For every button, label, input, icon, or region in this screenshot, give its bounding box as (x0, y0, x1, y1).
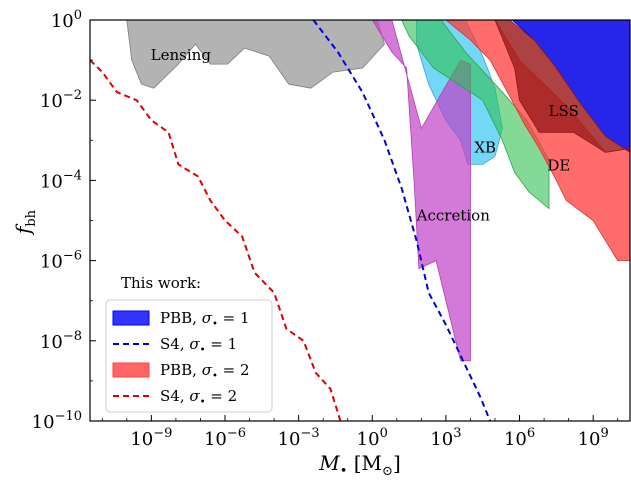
y-tick-label: 10−6 (40, 249, 82, 273)
x-tick-label: 10−9 (130, 426, 172, 450)
s4-curve-2 (90, 59, 342, 421)
constraint-regions (126, 20, 630, 362)
region-label-lss: LSS (549, 102, 579, 120)
region-label-de: DE (547, 156, 570, 174)
legend-entry-label: S4, σ• = 1 (160, 335, 237, 356)
x-tick-label: 100 (357, 426, 388, 450)
region-accretion (371, 20, 471, 362)
x-tick-label: 103 (430, 426, 461, 450)
region-label-accretion: Accretion (416, 207, 491, 225)
legend-swatch-patch (112, 310, 150, 326)
legend-entry-label: S4, σ• = 2 (160, 387, 237, 408)
region-overlap-dark (494, 20, 630, 153)
x-tick-label: 109 (578, 426, 609, 450)
region-lensing (126, 20, 385, 89)
x-tick-label: 106 (504, 426, 535, 450)
region-labels: Lensing Accretion XB LSS DE (151, 46, 579, 224)
x-tick-label: 10−6 (204, 426, 246, 450)
x-tick-label: 10−3 (278, 426, 320, 450)
region-green (401, 20, 550, 210)
x-axis-ticks: 10−9 10−6 10−3 100 103 106 109 (101, 415, 619, 450)
legend-swatch-patch (112, 362, 150, 378)
y-axis-ticks: 100 10−2 10−4 10−6 10−8 10−10 (32, 8, 96, 433)
legend-title: This work: (121, 274, 201, 292)
legend-box (105, 299, 273, 413)
y-tick-label: 10−2 (40, 88, 82, 112)
legend-entry-label: PBB, σ• = 2 (160, 361, 250, 382)
y-tick-label: 10−4 (40, 168, 82, 192)
s4-curve-1 (312, 20, 492, 421)
region-label-lensing: Lensing (151, 46, 212, 64)
s4-curves (90, 20, 492, 421)
y-tick-label: 10−8 (40, 329, 82, 353)
region-label-xb: XB (474, 138, 496, 156)
y-tick-label: 10−10 (32, 409, 82, 433)
y-tick-label: 100 (51, 8, 82, 32)
x-axis-label: M• [M⊙] (318, 451, 401, 479)
legend-entries: PBB, σ• = 1 S4, σ• = 1 PBB, σ• = 2 S4, σ• =… (112, 309, 250, 408)
y-axis-label: fbh (11, 209, 39, 236)
legend-entry-label: PBB, σ• = 1 (160, 309, 250, 330)
